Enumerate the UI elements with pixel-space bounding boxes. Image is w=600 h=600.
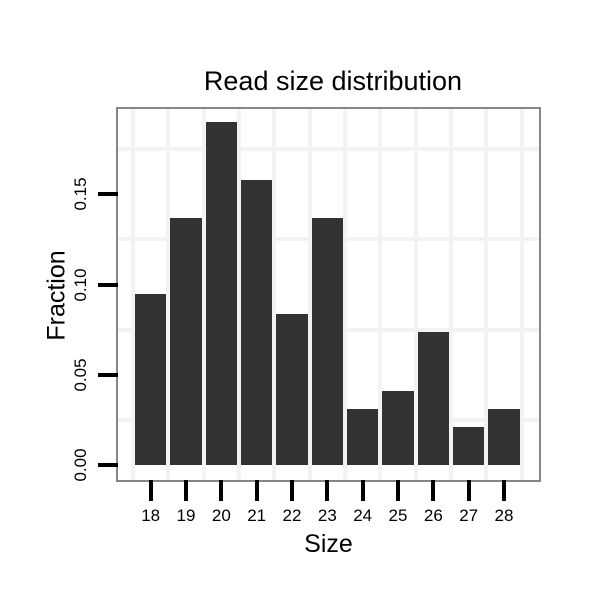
- x-tick-label: 25: [388, 506, 408, 525]
- bar-size-25: [382, 391, 414, 466]
- bar-size-28: [488, 409, 520, 466]
- x-tick-mark: [290, 480, 295, 501]
- x-tick-label: 22: [282, 506, 302, 525]
- x-tick-mark: [396, 480, 400, 501]
- minor-gridline-vertical: [272, 109, 277, 480]
- x-tick-mark: [219, 480, 224, 501]
- bar-size-20: [205, 122, 238, 466]
- x-tick-label: 24: [353, 506, 373, 525]
- x-tick-label: 23: [317, 506, 337, 525]
- x-tick-label: 28: [494, 506, 514, 525]
- minor-gridline-vertical: [413, 109, 418, 480]
- y-tick-label: 0.10: [71, 268, 90, 302]
- y-tick-label: 0.00: [71, 448, 90, 482]
- bar-size-18: [134, 293, 167, 466]
- bar-size-19: [170, 217, 202, 466]
- minor-gridline-vertical: [131, 109, 136, 480]
- x-tick-mark: [148, 480, 153, 501]
- x-tick-mark: [254, 480, 259, 501]
- x-tick-mark: [466, 480, 471, 501]
- y-tick-label: 0.05: [71, 358, 90, 392]
- x-axis-title: Size: [304, 530, 353, 558]
- plot-panel: [116, 107, 541, 482]
- y-tick-mark: [98, 282, 118, 287]
- x-tick-mark: [184, 480, 189, 501]
- y-tick-label: 0.15: [71, 177, 90, 211]
- minor-gridline-vertical: [519, 109, 524, 480]
- minor-gridline-vertical: [449, 109, 453, 480]
- bar-size-24: [346, 409, 379, 466]
- minor-gridline-vertical: [166, 109, 171, 480]
- minor-gridline-vertical: [237, 109, 242, 480]
- x-tick-label: 27: [459, 506, 479, 525]
- chart-title: Read size distribution: [203, 66, 463, 96]
- x-tick-label: 18: [141, 506, 161, 525]
- minor-gridline-horizontal: [118, 147, 539, 152]
- minor-gridline-vertical: [378, 109, 383, 480]
- minor-gridline-vertical: [484, 109, 489, 480]
- x-tick-mark: [431, 480, 436, 501]
- y-tick-mark: [98, 372, 118, 377]
- y-tick-mark: [98, 192, 118, 197]
- x-tick-mark: [502, 480, 506, 501]
- x-tick-mark: [325, 480, 330, 501]
- x-tick-label: 26: [423, 506, 443, 525]
- minor-gridline-vertical: [307, 109, 312, 480]
- x-tick-label: 20: [211, 506, 231, 525]
- y-tick-mark: [98, 463, 118, 468]
- bar-size-26: [417, 331, 450, 466]
- x-tick-mark: [360, 480, 365, 501]
- bar-size-23: [311, 217, 344, 466]
- bar-size-21: [240, 179, 273, 466]
- minor-gridline-vertical: [343, 109, 347, 480]
- x-tick-label: 21: [247, 506, 267, 525]
- y-axis-title: Fraction: [42, 250, 71, 341]
- bar-size-22: [276, 313, 308, 466]
- bar-size-27: [452, 427, 485, 466]
- x-tick-label: 19: [176, 506, 196, 525]
- minor-gridline-vertical: [201, 109, 206, 480]
